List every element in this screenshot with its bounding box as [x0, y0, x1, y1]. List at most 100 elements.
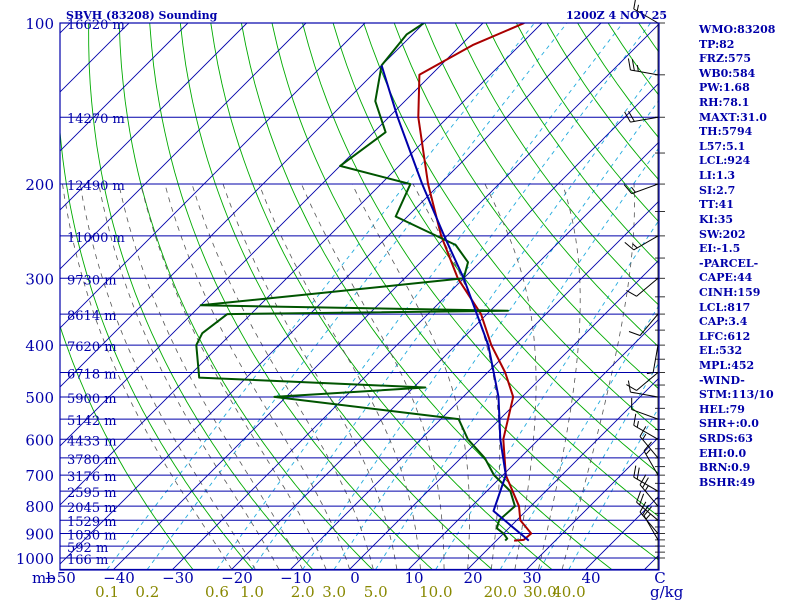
index-item: EHI:0.0 — [699, 446, 747, 460]
temperature-tick-label: 0 — [350, 569, 360, 587]
isotherm-line — [60, 23, 543, 506]
wind-barb — [626, 372, 659, 391]
temperature-profile-line — [417, 23, 533, 542]
mixing-ratio-line — [435, 219, 659, 570]
height-label: 2045 m — [67, 501, 117, 516]
temperature-tick-label: 20 — [463, 569, 482, 587]
dry-adiabat-line — [454, 23, 659, 306]
index-item: STM:113/10 — [699, 388, 774, 402]
isotherm-line — [60, 23, 484, 447]
index-item: MAXT:31.0 — [699, 110, 767, 124]
index-item: LCL:924 — [699, 154, 751, 168]
dry-adiabat-line — [179, 23, 493, 570]
height-label: 8614 m — [67, 309, 117, 324]
dry-adiabat-line — [60, 324, 194, 570]
height-label: 5142 m — [67, 414, 117, 429]
plot-frame — [59, 22, 660, 571]
index-item: MPL:452 — [699, 359, 755, 373]
index-item: CAP:3.4 — [699, 315, 748, 329]
wind-barb — [624, 110, 659, 123]
dry-adiabat-line — [149, 23, 433, 570]
temperature-tick-label: −10 — [280, 569, 312, 587]
moist-adiabat-line — [62, 184, 233, 570]
wind-barb — [623, 183, 659, 195]
dry-adiabat-line — [60, 126, 253, 570]
mixing-ratio-line — [568, 406, 659, 570]
moist-adiabat-line — [191, 183, 374, 570]
height-label: 6718 m — [67, 367, 117, 382]
dry-adiabat-line — [210, 23, 553, 570]
height-label: 3176 m — [67, 470, 117, 485]
height-label: 7620 m — [67, 340, 117, 355]
wind-barb — [639, 426, 659, 459]
wind-barb — [639, 474, 659, 507]
isotherm-line — [60, 23, 425, 388]
pressure-tick-label: 400 — [25, 337, 54, 355]
isotherm-line — [60, 23, 189, 152]
index-item: SW:202 — [699, 227, 746, 241]
moist-adiabat-line — [79, 184, 256, 570]
index-item: -PARCEL- — [699, 256, 759, 270]
index-item: TT:41 — [699, 198, 734, 212]
height-label: 3780 m — [67, 453, 117, 468]
index-item: LI:1.3 — [699, 169, 736, 183]
isotherm-line — [60, 23, 248, 211]
mixing-ratio-tick-labels: 0.1 0.2 0.6 1.0 2.0 3.0 5.0 10.0 20.0 30.040.0 g/k… — [95, 583, 684, 600]
temperature-tick-labels: mb−50 −40 −30 −20 −10 0 10 20 30 40 C — [32, 569, 666, 587]
index-item: L57:5.1 — [699, 139, 746, 153]
wind-barb — [633, 413, 659, 440]
mixing-ratio-tick-label: 2.0 — [291, 583, 315, 600]
temperature-tick-label: −40 — [103, 569, 135, 587]
wind-barb — [636, 491, 659, 521]
temperature-tick-label: −30 — [162, 569, 194, 587]
pressure-tick-label: 200 — [25, 176, 54, 194]
index-item: LCL:817 — [699, 300, 751, 314]
wind-barb — [633, 465, 659, 492]
height-label: 592 m — [67, 541, 108, 556]
isobars — [60, 22, 659, 570]
wind-barb — [631, 397, 659, 420]
parcel-profile-line — [380, 65, 530, 542]
index-item: PW:1.68 — [699, 81, 750, 95]
index-item: CAPE:44 — [699, 271, 753, 285]
wind-barbs — [623, 0, 665, 570]
index-item: WB0:584 — [699, 66, 756, 80]
mixing-ratio-tick-label: 3.0 — [322, 583, 346, 600]
moist-adiabat-line — [351, 183, 470, 570]
mixing-ratio-line — [216, 23, 624, 570]
isotherm-line — [349, 259, 659, 570]
mixing-ratio-line — [146, 23, 568, 570]
height-labels: 16620 m 14270 m 12490 m 11000 m 9730 m 8614 m… — [67, 18, 125, 568]
mixing-ratio-tick-label: 0.2 — [135, 583, 159, 600]
index-item: WMO:83208 — [699, 23, 776, 36]
index-item: -WIND- — [699, 373, 745, 387]
mixing-ratio-tick-label: 1.0 — [240, 583, 264, 600]
isotherm-line — [408, 318, 659, 570]
moist-adiabat-line — [98, 184, 280, 570]
moist-adiabats — [62, 183, 635, 570]
index-item: TP:82 — [699, 37, 735, 51]
sounding-datetime: 1200Z 4 NOV 25 — [566, 9, 668, 22]
isotherm-line — [467, 377, 659, 570]
index-item: FRZ:575 — [699, 52, 752, 66]
pressure-tick-label: 800 — [25, 498, 54, 516]
mixing-ratio-tick-label: 5.0 — [364, 583, 388, 600]
moist-adiabat-line — [538, 183, 581, 570]
dry-adiabat-line — [424, 23, 659, 348]
isotherm-line — [290, 200, 659, 570]
moist-adiabat-line — [484, 183, 537, 570]
moist-adiabat-line — [222, 183, 398, 570]
isotherm-line — [60, 23, 307, 270]
index-item: EL:532 — [699, 344, 743, 358]
isotherm-line — [60, 23, 602, 565]
wind-barb — [633, 0, 659, 24]
index-item: SHR+:0.0 — [699, 417, 759, 431]
dry-adiabat-line — [302, 23, 659, 518]
mixing-ratio-line — [539, 361, 659, 570]
temperature-unit-label: C — [654, 569, 665, 587]
mixing-ratio-tick-label: 0.6 — [205, 583, 229, 600]
index-item: SI:2.7 — [699, 183, 736, 197]
height-label: 4433 m — [67, 434, 117, 449]
sounding-title: SBVH (83208) Sounding — [66, 9, 218, 22]
sounding-profiles — [195, 23, 533, 542]
